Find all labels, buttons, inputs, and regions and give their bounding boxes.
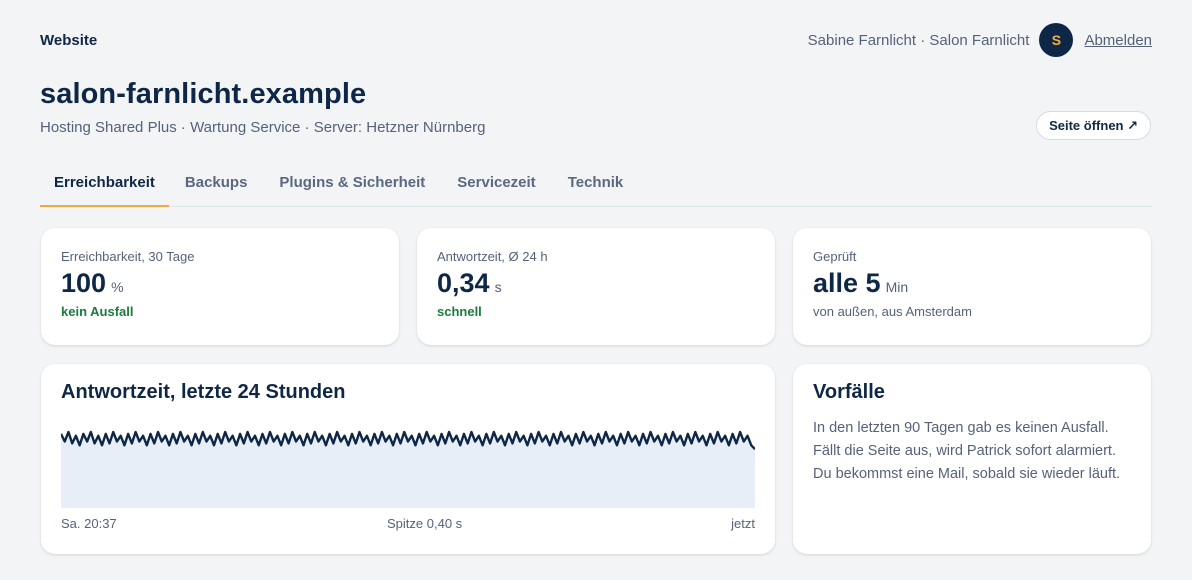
logout-link[interactable]: Abmelden [1084, 31, 1152, 49]
avatar[interactable]: S [1039, 23, 1074, 57]
page-title: salon-farnlicht.example [40, 78, 367, 110]
stat-unit: % [111, 279, 124, 295]
tab-plugins-sicherheit[interactable]: Plugins & Sicherheit [279, 174, 426, 191]
stat-label: Geprüft [813, 249, 857, 264]
incidents-title: Vorfälle [813, 381, 885, 403]
chart-series-line [61, 430, 755, 450]
incidents-text: In den letzten 90 Tagen gab es keinen Au… [813, 420, 1121, 482]
stat-note: schnell [437, 304, 482, 319]
user-box: Sabine Farnlicht · Salon Farnlicht S Abm… [808, 23, 1152, 57]
tab-servicezeit[interactable]: Servicezeit [457, 174, 536, 191]
top-bar: Website Sabine Farnlicht · Salon Farnlic… [40, 22, 1152, 58]
tab-erreichbarkeit[interactable]: Erreichbarkeit [40, 162, 169, 207]
open-site-button[interactable]: Seite öffnen ↗ [1036, 111, 1151, 140]
response-time-chart [61, 430, 755, 508]
x-axis-start-label: Sa. 20:37 [61, 516, 117, 531]
stat-unit: s [494, 279, 502, 295]
x-axis-end-label: jetzt [731, 516, 755, 531]
chart-area [61, 432, 755, 508]
stat-note: von außen, aus Amsterdam [813, 304, 972, 319]
site-subtitle: Hosting Shared Plus · Wartung Service · … [40, 119, 486, 136]
peak-label: Spitze 0,40 s [387, 516, 463, 531]
tab-bar: Erreichbarkeit Backups Plugins & Sicherh… [40, 162, 1152, 207]
incidents-card: Vorfälle In den letzten 90 Tagen gab es … [793, 364, 1151, 554]
stat-label: Antwortzeit, Ø 24 h [437, 249, 548, 264]
tab-technik[interactable]: Technik [567, 174, 624, 191]
stat-card-response-time: Antwortzeit, Ø 24 h 0,34 s schnell [417, 228, 775, 345]
chart-title: Antwortzeit, letzte 24 Stunden [61, 381, 346, 403]
stat-unit: Min [885, 279, 909, 295]
user-name: Sabine Farnlicht · Salon Farnlicht [807, 31, 1030, 49]
stat-label: Erreichbarkeit, 30 Tage [61, 249, 195, 264]
stat-note: kein Ausfall [61, 304, 134, 319]
response-time-chart-card: Antwortzeit, letzte 24 Stunden Sa. 20:37… [41, 364, 775, 554]
stat-card-check-interval: Geprüft alle 5 Min von außen, aus Amster… [793, 228, 1151, 345]
brand-title: Website [40, 31, 98, 49]
tab-backups[interactable]: Backups [184, 174, 248, 191]
stat-value: 100 [61, 268, 107, 298]
stat-value: 0,34 [437, 268, 490, 298]
stat-card-uptime: Erreichbarkeit, 30 Tage 100 % kein Ausfa… [41, 228, 399, 345]
stat-value: alle 5 [813, 268, 881, 298]
